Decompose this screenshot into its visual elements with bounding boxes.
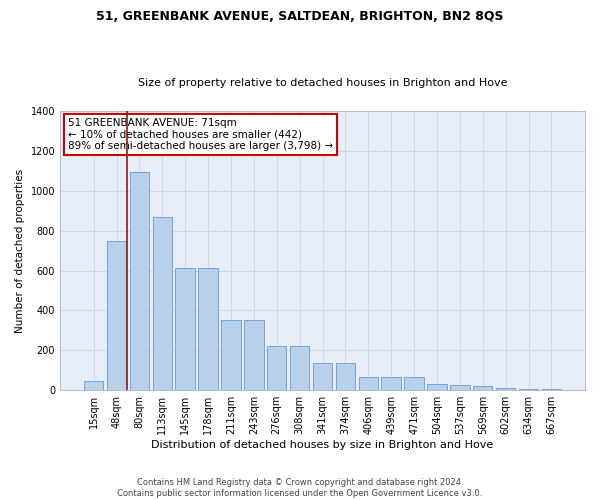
Bar bbox=[335, 364, 355, 390]
Text: Contains HM Land Registry data © Crown copyright and database right 2024.
Contai: Contains HM Land Registry data © Crown c… bbox=[118, 478, 482, 498]
Bar bbox=[152, 216, 172, 390]
X-axis label: Distribution of detached houses by size in Brighton and Hove: Distribution of detached houses by size … bbox=[151, 440, 494, 450]
Bar bbox=[199, 268, 218, 390]
Bar bbox=[427, 384, 446, 390]
Y-axis label: Number of detached properties: Number of detached properties bbox=[15, 168, 25, 332]
Bar bbox=[84, 381, 103, 390]
Bar bbox=[267, 346, 286, 390]
Bar bbox=[290, 346, 310, 390]
Bar bbox=[244, 320, 263, 390]
Bar bbox=[450, 385, 470, 390]
Bar bbox=[473, 386, 493, 390]
Bar bbox=[359, 377, 378, 390]
Bar bbox=[542, 388, 561, 390]
Bar bbox=[221, 320, 241, 390]
Bar bbox=[130, 172, 149, 390]
Bar bbox=[496, 388, 515, 390]
Bar bbox=[382, 377, 401, 390]
Bar bbox=[313, 364, 332, 390]
Text: 51, GREENBANK AVENUE, SALTDEAN, BRIGHTON, BN2 8QS: 51, GREENBANK AVENUE, SALTDEAN, BRIGHTON… bbox=[96, 10, 504, 23]
Bar bbox=[519, 388, 538, 390]
Bar bbox=[404, 377, 424, 390]
Bar bbox=[107, 240, 126, 390]
Bar bbox=[175, 268, 195, 390]
Title: Size of property relative to detached houses in Brighton and Hove: Size of property relative to detached ho… bbox=[138, 78, 507, 88]
Text: 51 GREENBANK AVENUE: 71sqm
← 10% of detached houses are smaller (442)
89% of sem: 51 GREENBANK AVENUE: 71sqm ← 10% of deta… bbox=[68, 118, 333, 151]
